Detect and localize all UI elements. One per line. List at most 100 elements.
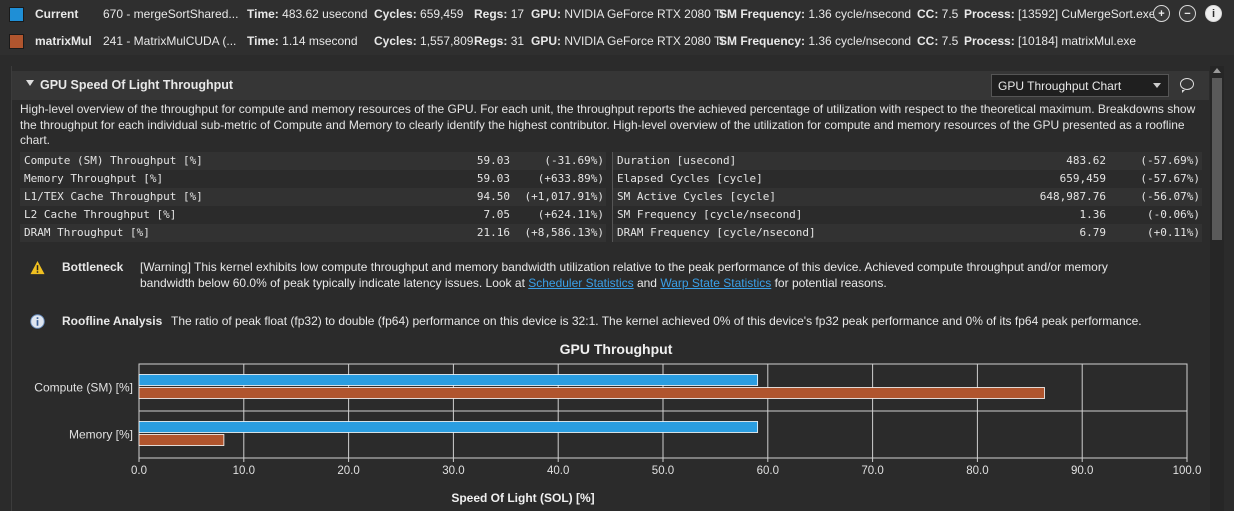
scheduler-statistics-link[interactable]: Scheduler Statistics (528, 275, 634, 290)
scroll-up-arrow-icon[interactable] (1213, 68, 1221, 73)
kernel-name[interactable]: 670 - mergeSortShared... (103, 7, 239, 21)
vertical-scrollbar[interactable] (1210, 66, 1224, 511)
scrollbar-thumb[interactable] (1212, 78, 1222, 240)
metric-name: DRAM Throughput [%] (24, 226, 150, 239)
x-tick-label: 30.0 (442, 465, 464, 477)
comment-icon[interactable] (1180, 78, 1194, 93)
metric-value: 6.79 (1079, 226, 1107, 239)
metric-row: DRAM Throughput [%] 21.16 (+8,586.13%) (20, 224, 606, 242)
metrics-table-right: Duration [usecond] 483.62 (-57.69%) Elapsed… (612, 152, 1202, 242)
x-tick-label: 80.0 (966, 465, 988, 477)
metric-name: Compute (SM) Throughput [%] (24, 154, 203, 167)
x-tick-label: 90.0 (1071, 465, 1093, 477)
roofline-rule: Roofline Analysis The ratio of peak floa… (26, 313, 1201, 331)
chevron-down-icon (1153, 83, 1161, 88)
chart-type-dropdown[interactable]: GPU Throughput Chart (991, 74, 1169, 97)
gpu-sol-section: GPU Speed Of Light Throughput GPU Throug… (11, 66, 1209, 511)
metric-name: SM Frequency [cycle/nsecond] (617, 208, 803, 221)
result-name: Current (35, 7, 79, 21)
metric-row: L1/TEX Cache Throughput [%] 94.50 (+1,017.… (20, 188, 606, 206)
process-field: Process: [10184] matrixMul.exe (964, 34, 1137, 48)
kernel-name[interactable]: 241 - MatrixMulCUDA (... (103, 34, 237, 48)
metric-value: 59.03 (476, 154, 510, 167)
section-description: High-level overview of the throughput fo… (20, 102, 1196, 147)
minus-circle-icon[interactable]: − (1179, 5, 1196, 22)
info-icon[interactable]: i (1205, 5, 1222, 22)
x-tick-label: 40.0 (547, 465, 569, 477)
cycles-field: Cycles: 1,557,809 (374, 34, 474, 48)
rule-name: Bottleneck (62, 260, 124, 274)
bar-current (138, 374, 759, 386)
info-icon (30, 314, 45, 329)
x-tick-label: 70.0 (861, 465, 883, 477)
plus-circle-icon[interactable]: + (1153, 5, 1170, 22)
gpu-throughput-chart: GPU Throughput 0.0 10.0 20.0 30.0 40.0 50.0 60.… (34, 341, 1202, 505)
metric-value: 483.62 (1066, 154, 1106, 167)
metric-row: SM Active Cycles [cycle] 648,987.76 (-56.0… (613, 188, 1202, 206)
metric-delta: (-57.67%) (1140, 172, 1200, 185)
section-header[interactable]: GPU Speed Of Light Throughput GPU Throug… (12, 71, 1209, 100)
metric-row: L2 Cache Throughput [%] 7.05 (+624.11%) (20, 206, 606, 224)
y-category-label: Compute (SM) [%] (34, 381, 133, 395)
metric-delta: (-0.06%) (1147, 208, 1200, 221)
metric-value: 59.03 (476, 172, 510, 185)
metric-delta: (+1,017.91%) (524, 190, 604, 203)
metric-delta: (-57.69%) (1140, 154, 1200, 167)
metric-value: 1.36 (1079, 208, 1107, 221)
metric-delta: (+633.89%) (537, 172, 604, 185)
x-tick-label: 10.0 (233, 465, 255, 477)
metric-name: L1/TEX Cache Throughput [%] (24, 190, 203, 203)
bar-current (138, 421, 759, 433)
metric-row: SM Frequency [cycle/nsecond] 1.36 (-0.06%) (613, 206, 1202, 224)
metric-row: DRAM Frequency [cycle/nsecond] 6.79 (+0.11… (613, 224, 1202, 242)
metric-row: Elapsed Cycles [cycle] 659,459 (-57.67%) (613, 170, 1202, 188)
result-color-swatch (9, 33, 24, 49)
gpu-field: GPU: NVIDIA GeForce RTX 2080 Ti (531, 7, 724, 21)
warning-icon (30, 260, 45, 275)
x-tick-label: 100.0 (1173, 465, 1202, 477)
rule-text: The ratio of peak float (fp32) to double… (171, 314, 1142, 328)
warp-state-statistics-link[interactable]: Warp State Statistics (660, 275, 772, 290)
metric-name: L2 Cache Throughput [%] (24, 208, 177, 221)
metric-name: SM Active Cycles [cycle] (617, 190, 776, 203)
section-title: GPU Speed Of Light Throughput (40, 78, 234, 92)
metric-delta: (+8,586.13%) (524, 226, 604, 239)
result-row-current[interactable]: Current 670 - mergeSortShared... Time: 4… (0, 0, 1234, 28)
metric-delta: (+0.11%) (1147, 226, 1200, 239)
result-row-baseline[interactable]: matrixMul 241 - MatrixMulCUDA (... Time:… (0, 27, 1234, 55)
process-field: Process: [13592] CuMergeSort.exe (964, 7, 1156, 21)
metric-delta: (-56.07%) (1140, 190, 1200, 203)
bottleneck-rule: Bottleneck [Warning] This kernel exhibit… (26, 259, 1201, 293)
rule-name: Roofline Analysis (62, 314, 163, 328)
result-color-swatch (9, 6, 24, 22)
x-tick-label: 20.0 (337, 465, 359, 477)
cycles-field: Cycles: 659,459 (374, 7, 464, 21)
y-category-label: Memory [%] (69, 428, 133, 442)
cc-field: CC: 7.5 (917, 34, 959, 48)
metric-delta: (-31.69%) (544, 154, 604, 167)
dropdown-value: GPU Throughput Chart (998, 79, 1122, 93)
metric-name: DRAM Frequency [cycle/nsecond] (617, 226, 816, 239)
time-field: Time: 1.14 msecond (247, 34, 358, 48)
x-axis-label: Speed Of Light (SOL) [%] (451, 491, 594, 505)
metrics-table-left: Compute (SM) Throughput [%] 59.03 (-31.69%… (20, 152, 606, 242)
rule-text: [Warning] This kernel exhibits low compu… (140, 260, 1108, 290)
metric-value: 94.50 (476, 190, 510, 203)
metric-row: Memory Throughput [%] 59.03 (+633.89%) (20, 170, 606, 188)
regs-field: Regs: 17 (474, 7, 525, 21)
x-tick-label: 0.0 (131, 465, 147, 477)
result-name: matrixMul (35, 34, 92, 48)
metric-value: 21.16 (476, 226, 510, 239)
metric-row: Compute (SM) Throughput [%] 59.03 (-31.69%… (20, 152, 606, 170)
regs-field: Regs: 31 (474, 34, 525, 48)
metric-value: 659,459 (1059, 172, 1106, 185)
metric-value: 648,987.76 (1039, 190, 1106, 203)
collapse-caret-icon[interactable] (26, 80, 34, 86)
chart-title: GPU Throughput (560, 341, 673, 357)
time-field: Time: 483.62 usecond (247, 7, 368, 21)
metric-name: Duration [usecond] (617, 154, 737, 167)
metric-name: Elapsed Cycles [cycle] (617, 172, 763, 185)
metric-value: 7.05 (483, 208, 511, 221)
sm-frequency-field: SM Frequency: 1.36 cycle/nsecond (719, 34, 912, 48)
metric-row: Duration [usecond] 483.62 (-57.69%) (613, 152, 1202, 170)
